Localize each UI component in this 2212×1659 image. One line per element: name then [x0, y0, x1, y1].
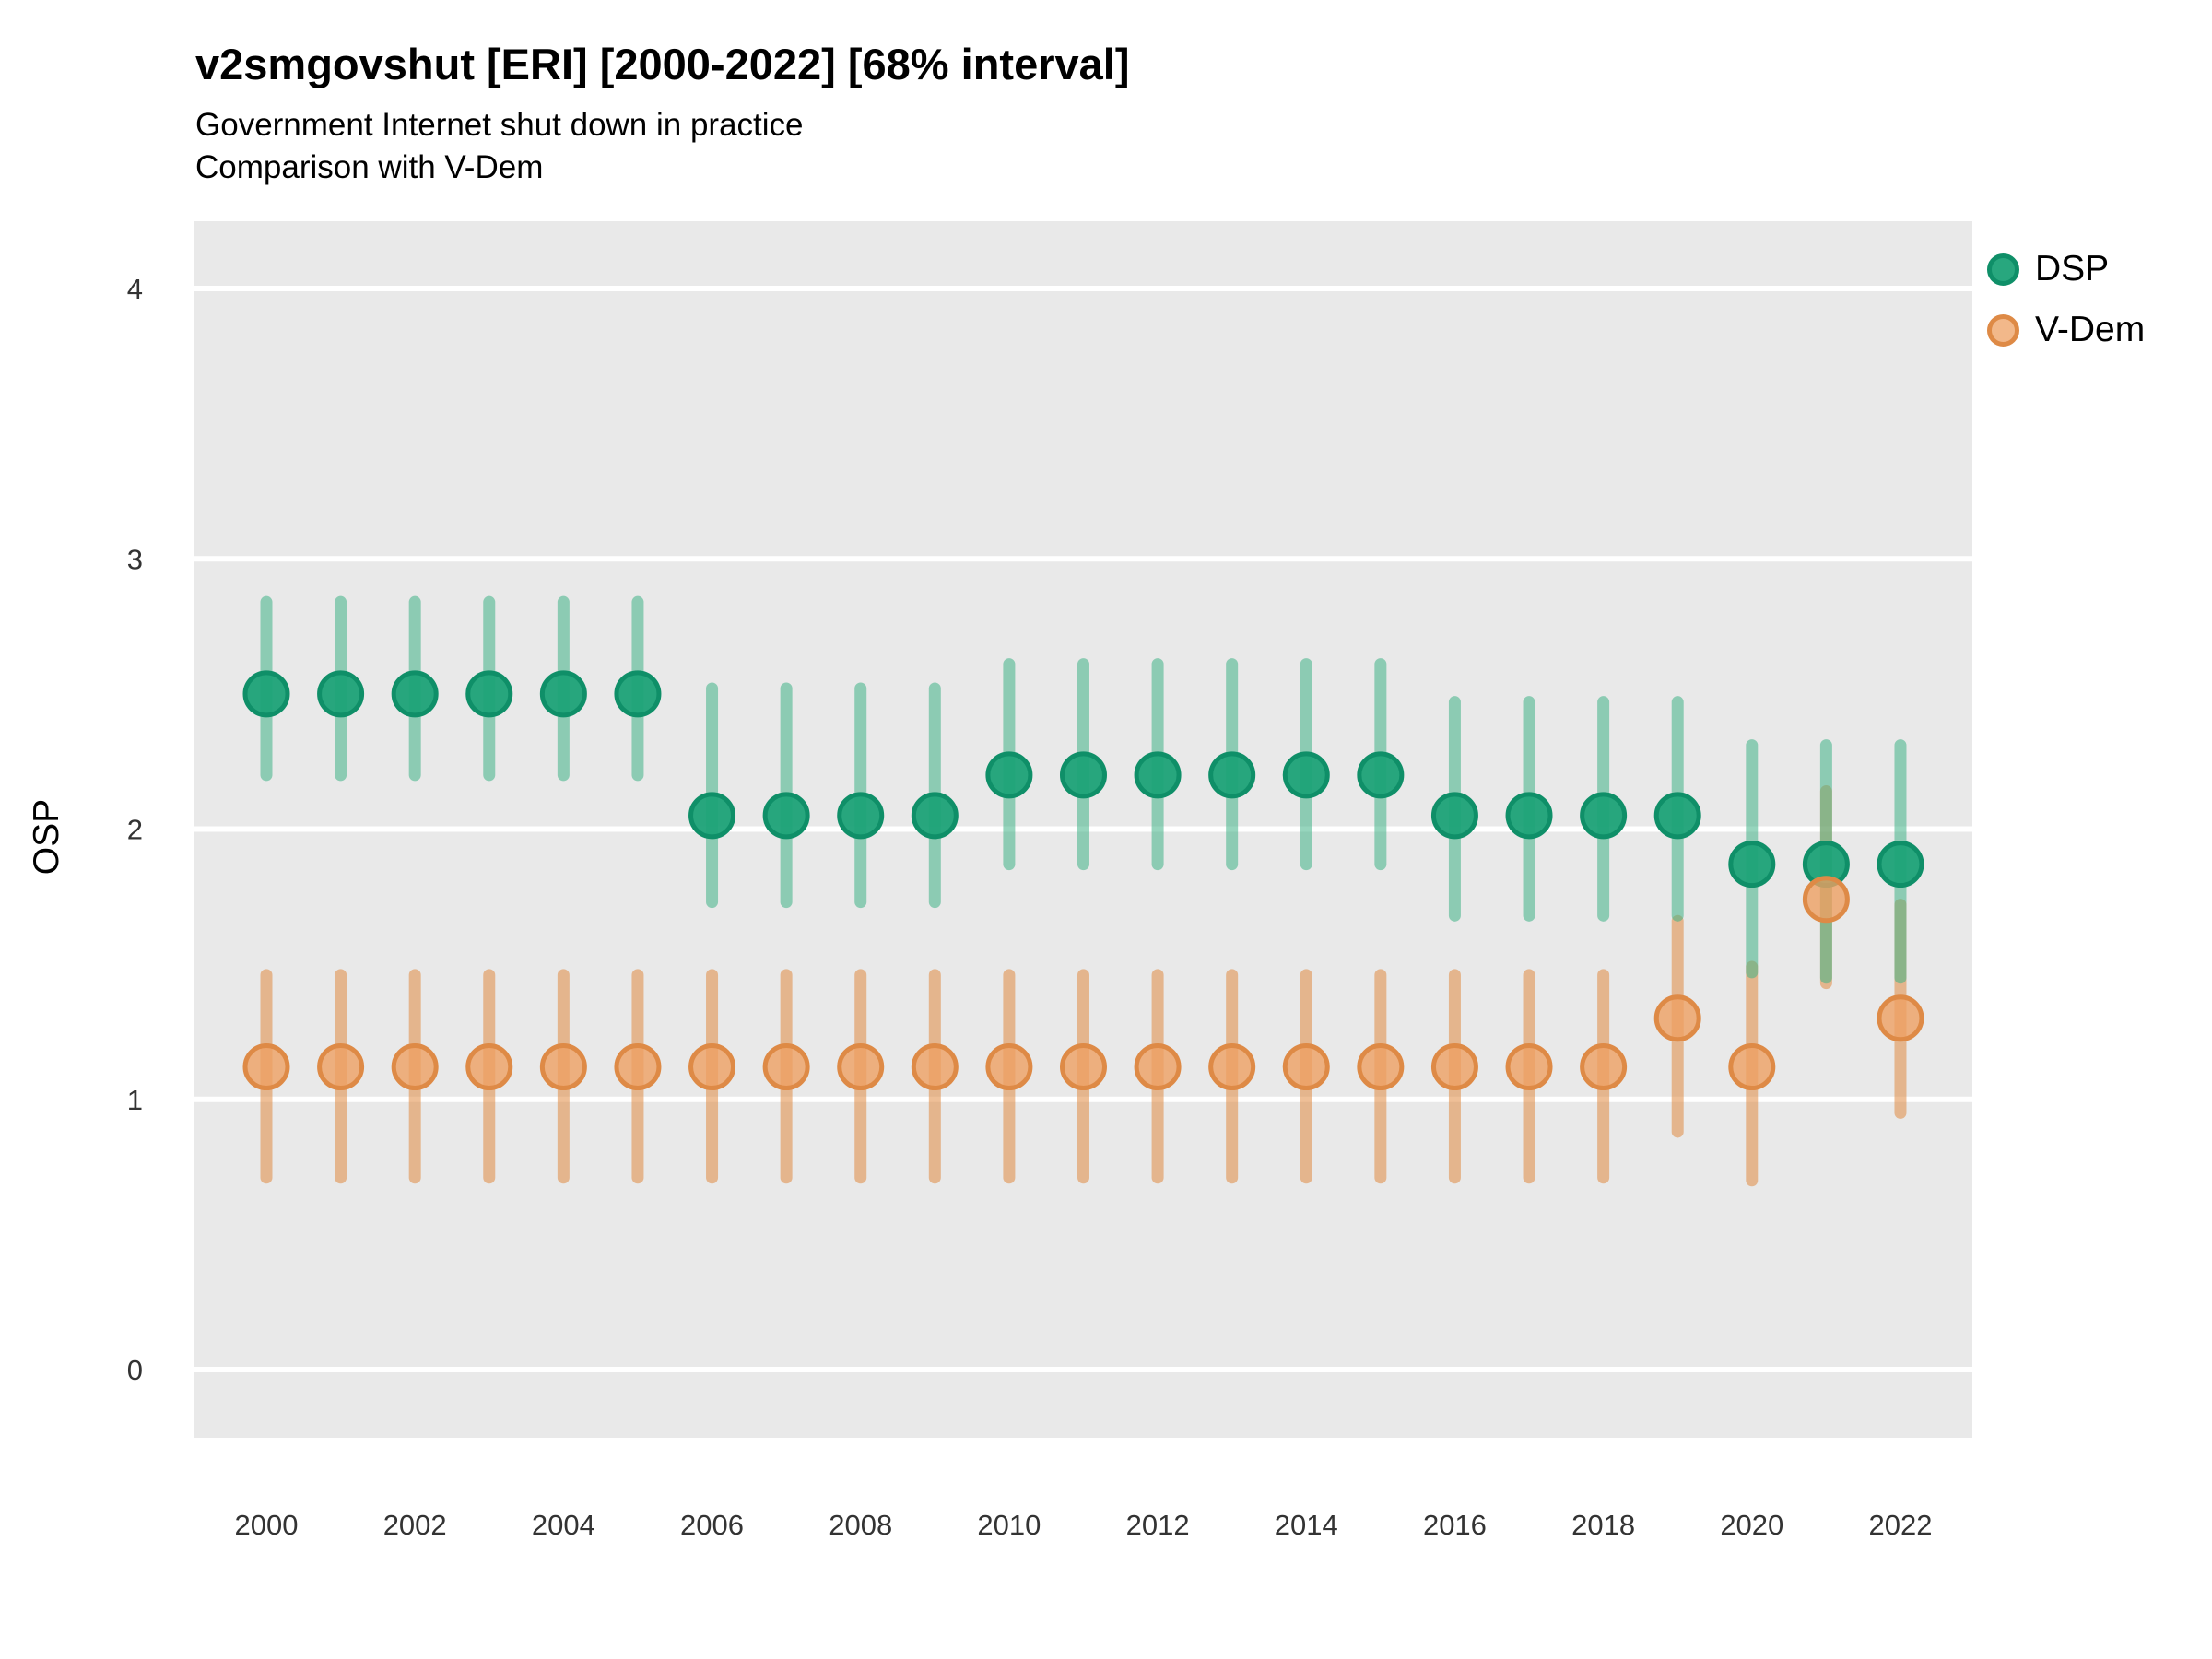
dsp-point-2008: [837, 792, 885, 840]
x-tick-label-2006: 2006: [680, 1509, 744, 1541]
dsp-point-2012: [1134, 751, 1182, 799]
dsp-point-2002: [391, 670, 439, 718]
vdem-point-2014: [1282, 1043, 1330, 1091]
dsp-point-2004: [539, 670, 587, 718]
dsp-point-2005: [614, 670, 662, 718]
dsp-point-2009: [911, 792, 959, 840]
vdem-point-2012: [1134, 1043, 1182, 1091]
vdem-point-2000: [242, 1043, 290, 1091]
x-tick-label-2020: 2020: [1720, 1509, 1783, 1541]
dsp-point-2007: [762, 792, 810, 840]
dsp-point-2016: [1430, 792, 1478, 840]
dsp-point-2001: [317, 670, 365, 718]
y-tick-label-2: 2: [127, 814, 143, 846]
dsp-point-2015: [1357, 751, 1405, 799]
vdem-point-2013: [1208, 1043, 1256, 1091]
dsp-point-2006: [688, 792, 736, 840]
vdem-point-2021: [1802, 876, 1850, 924]
legend-item-dsp: DSP: [1987, 249, 2145, 289]
dsp-point-2017: [1505, 792, 1553, 840]
vdem-point-2022: [1877, 994, 1924, 1042]
y-tick-label-0: 0: [127, 1354, 143, 1386]
x-tick-label-2014: 2014: [1275, 1509, 1338, 1541]
x-tick-label-2002: 2002: [383, 1509, 447, 1541]
dsp-point-2000: [242, 670, 290, 718]
chart-subtitle-line2: Comparison with V-Dem: [195, 149, 544, 185]
x-tick-label-2022: 2022: [1868, 1509, 1932, 1541]
vdem-point-2005: [614, 1043, 662, 1091]
y-axis-label: OSP: [27, 798, 66, 876]
legend-item-vdem: V-Dem: [1987, 310, 2145, 350]
x-tick-label-2016: 2016: [1423, 1509, 1487, 1541]
dsp-point-2013: [1208, 751, 1256, 799]
dsp-point-2011: [1059, 751, 1107, 799]
vdem-point-2018: [1580, 1043, 1628, 1091]
vdem-point-2011: [1059, 1043, 1107, 1091]
y-tick-label-4: 4: [127, 273, 143, 305]
vdem-point-2010: [985, 1043, 1033, 1091]
dsp-legend-marker-icon: [1987, 253, 2019, 286]
x-tick-label-2004: 2004: [532, 1509, 595, 1541]
x-tick-label-2008: 2008: [829, 1509, 892, 1541]
x-tick-label-2012: 2012: [1126, 1509, 1190, 1541]
vdem-point-2020: [1728, 1043, 1776, 1091]
vdem-point-2001: [317, 1043, 365, 1091]
y-tick-label-1: 1: [127, 1084, 143, 1116]
chart-title: v2smgovshut [ERI] [2000-2022] [68% inter…: [195, 40, 1130, 88]
vdem-point-2015: [1357, 1043, 1405, 1091]
dsp-legend-label: DSP: [2035, 249, 2110, 288]
vdem-point-2008: [837, 1043, 885, 1091]
dsp-point-2018: [1580, 792, 1628, 840]
chart-subtitle: Government Internet shut down in practic…: [195, 107, 804, 143]
vdem-point-2009: [911, 1043, 959, 1091]
dsp-point-2010: [985, 751, 1033, 799]
vdem-point-2003: [465, 1043, 513, 1091]
vdem-legend-label: V-Dem: [2035, 310, 2146, 349]
dsp-point-2019: [1653, 792, 1701, 840]
dsp-point-2022: [1877, 841, 1924, 888]
dsp-point-2014: [1282, 751, 1330, 799]
dsp-point-2003: [465, 670, 513, 718]
vdem-legend-marker-icon: [1987, 313, 2019, 347]
vdem-point-2017: [1505, 1043, 1553, 1091]
vdem-point-2004: [539, 1043, 587, 1091]
dsp-point-2020: [1728, 841, 1776, 888]
vdem-point-2019: [1653, 994, 1701, 1042]
vdem-point-2016: [1430, 1043, 1478, 1091]
vdem-point-2002: [391, 1043, 439, 1091]
vdem-point-2007: [762, 1043, 810, 1091]
y-tick-label-3: 3: [127, 543, 143, 575]
vdem-point-2006: [688, 1043, 736, 1091]
x-tick-label-2000: 2000: [235, 1509, 299, 1541]
x-tick-label-2018: 2018: [1571, 1509, 1635, 1541]
legend: DSP V-Dem: [1987, 249, 2145, 350]
x-tick-label-2010: 2010: [977, 1509, 1041, 1541]
